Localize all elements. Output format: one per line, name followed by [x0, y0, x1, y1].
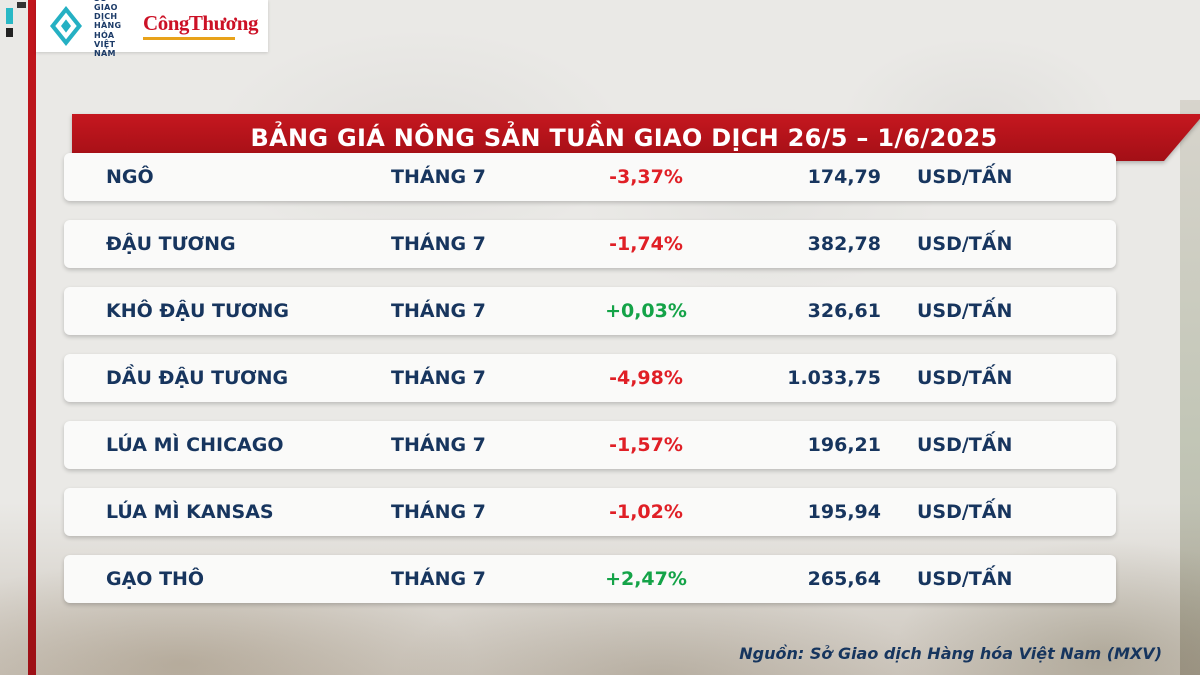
left-accent-bar	[28, 0, 36, 675]
mxv-logo-text: SỞ GIAO DỊCH HÀNG HÓA VIỆT NAM	[94, 0, 129, 58]
congthuong-logo-underline	[143, 36, 236, 40]
row-unit: USD/TẤN	[917, 568, 1013, 590]
table-row: ĐẬU TƯƠNG THÁNG 7 -1,74% 382,78 USD/TẤN	[64, 220, 1116, 268]
row-month: THÁNG 7	[391, 367, 486, 389]
logo-box: SỞ GIAO DỊCH HÀNG HÓA VIỆT NAM CôngThươn…	[36, 0, 268, 58]
row-change: -1,57%	[609, 434, 683, 456]
table-row: LÚA MÌ KANSAS THÁNG 7 -1,02% 195,94 USD/…	[64, 488, 1116, 536]
row-price: 1.033,75	[787, 367, 881, 389]
row-change: -1,02%	[609, 501, 683, 523]
row-unit: USD/TẤN	[917, 501, 1013, 523]
mxv-logo-line: HÀNG HÓA	[94, 21, 122, 40]
row-month: THÁNG 7	[391, 434, 486, 456]
row-month: THÁNG 7	[391, 300, 486, 322]
row-unit: USD/TẤN	[917, 434, 1013, 456]
table-row: LÚA MÌ CHICAGO THÁNG 7 -1,57% 196,21 USD…	[64, 421, 1116, 469]
row-name: DẦU ĐẬU TƯƠNG	[106, 367, 289, 389]
row-month: THÁNG 7	[391, 166, 486, 188]
row-price: 196,21	[807, 434, 881, 456]
row-unit: USD/TẤN	[917, 367, 1013, 389]
corner-dark-mark	[17, 2, 26, 8]
table-row: GẠO THÔ THÁNG 7 +2,47% 265,64 USD/TẤN	[64, 555, 1116, 603]
table-row: KHÔ ĐẬU TƯƠNG THÁNG 7 +0,03% 326,61 USD/…	[64, 287, 1116, 335]
mxv-logo-icon	[49, 6, 83, 46]
row-name: GẠO THÔ	[106, 568, 205, 590]
congthuong-logo-text: CôngThương	[143, 10, 258, 35]
row-name: NGÔ	[106, 166, 154, 188]
mxv-logo-line: SỞ GIAO DỊCH	[94, 0, 118, 22]
row-price: 174,79	[807, 166, 881, 188]
price-table: NGÔ THÁNG 7 -3,37% 174,79 USD/TẤN ĐẬU TƯ…	[64, 153, 1116, 622]
row-unit: USD/TẤN	[917, 233, 1013, 255]
row-name: LÚA MÌ CHICAGO	[106, 434, 284, 456]
row-month: THÁNG 7	[391, 501, 486, 523]
row-month: THÁNG 7	[391, 568, 486, 590]
mxv-logo-line: VIỆT NAM	[94, 39, 116, 58]
corner-cyan-mark	[6, 8, 13, 24]
congthuong-logo: CôngThương	[143, 10, 258, 40]
row-unit: USD/TẤN	[917, 166, 1013, 188]
row-price: 265,64	[807, 568, 881, 590]
row-change: -3,37%	[609, 166, 683, 188]
table-row: NGÔ THÁNG 7 -3,37% 174,79 USD/TẤN	[64, 153, 1116, 201]
right-edge-photo-strip	[1180, 100, 1200, 675]
row-name: ĐẬU TƯƠNG	[106, 233, 236, 255]
row-price: 326,61	[807, 300, 881, 322]
row-unit: USD/TẤN	[917, 300, 1013, 322]
row-change: +0,03%	[605, 300, 687, 322]
table-row: DẦU ĐẬU TƯƠNG THÁNG 7 -4,98% 1.033,75 US…	[64, 354, 1116, 402]
corner-dark-mark	[6, 28, 13, 37]
row-name: KHÔ ĐẬU TƯƠNG	[106, 300, 289, 322]
page-title: BẢNG GIÁ NÔNG SẢN TUẦN GIAO DỊCH 26/5 – …	[250, 123, 998, 152]
title-banner-shadow: BẢNG GIÁ NÔNG SẢN TUẦN GIAO DỊCH 26/5 – …	[36, 57, 1168, 104]
source-note: Nguồn: Sở Giao dịch Hàng hóa Việt Nam (M…	[739, 644, 1162, 663]
row-price: 382,78	[807, 233, 881, 255]
row-change: -4,98%	[609, 367, 683, 389]
row-price: 195,94	[807, 501, 881, 523]
row-name: LÚA MÌ KANSAS	[106, 501, 274, 523]
row-month: THÁNG 7	[391, 233, 486, 255]
row-change: -1,74%	[609, 233, 683, 255]
row-change: +2,47%	[605, 568, 687, 590]
